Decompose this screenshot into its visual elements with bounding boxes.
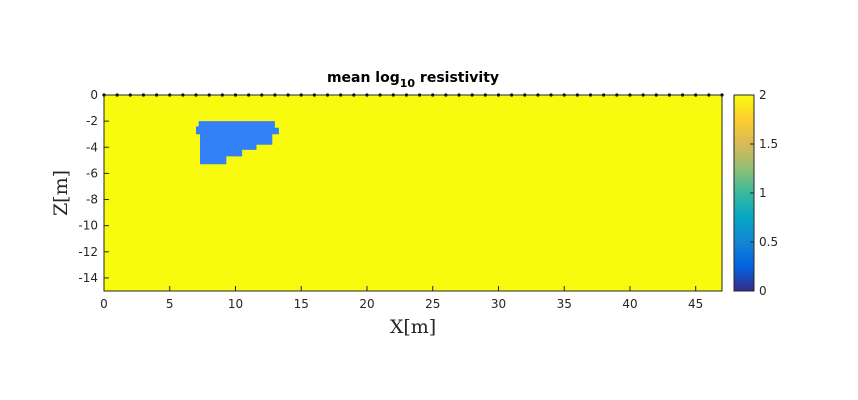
resistivity-anomaly — [196, 121, 279, 165]
x-tick-label: 35 — [557, 297, 572, 311]
y-tick-label: -8 — [86, 193, 98, 207]
x-tick-label: 30 — [491, 297, 506, 311]
y-tick-label: -6 — [86, 166, 98, 180]
colorbar-ticks: 0 0.5 1 1.5 2 — [750, 88, 778, 298]
y-tick-label: -14 — [78, 271, 98, 285]
x-tick-label: 15 — [294, 297, 309, 311]
colorbar-tick-label: 2 — [759, 88, 767, 102]
y-tick-label: -2 — [86, 114, 98, 128]
colorbar-tick-label: 0 — [759, 284, 767, 298]
x-tick-label: 10 — [228, 297, 243, 311]
y-tick-label: 0 — [90, 88, 98, 102]
background-field — [104, 95, 722, 291]
y-axis-ticks: 0 -2 -4 -6 -8 -10 -12 -14 — [78, 88, 109, 285]
title-subscript: 10 — [400, 77, 416, 90]
chart-title: mean log10 resistivity — [327, 70, 499, 90]
colorbar-tick-label: 1 — [759, 186, 767, 200]
colorbar-tick-label: 0.5 — [759, 235, 778, 249]
x-tick-label: 40 — [622, 297, 637, 311]
x-tick-label: 45 — [688, 297, 703, 311]
x-tick-label: 25 — [425, 297, 440, 311]
x-tick-label: 5 — [166, 297, 174, 311]
electrode-markers — [102, 93, 724, 97]
plot-area: 0 5 10 15 20 25 30 35 40 45 0 -2 -4 -6 -8 -10 -12 -14 — [78, 88, 724, 311]
colorbar-tick-label: 1.5 — [759, 137, 778, 151]
y-tick-label: -4 — [86, 140, 98, 154]
y-tick-label: -10 — [78, 219, 98, 233]
title-rest: resistivity — [415, 70, 499, 86]
x-axis-label: X[m] — [390, 316, 436, 338]
x-axis-ticks: 0 5 10 15 20 25 30 35 40 45 — [100, 286, 703, 311]
x-tick-label: 20 — [359, 297, 374, 311]
x-tick-label: 0 — [100, 297, 108, 311]
plot-frame — [103, 94, 723, 292]
title-main: mean log — [327, 70, 400, 86]
colorbar: 0 0.5 1 1.5 2 — [733, 88, 778, 298]
y-axis-label: Z[m] — [50, 170, 72, 216]
y-tick-label: -12 — [78, 245, 98, 259]
